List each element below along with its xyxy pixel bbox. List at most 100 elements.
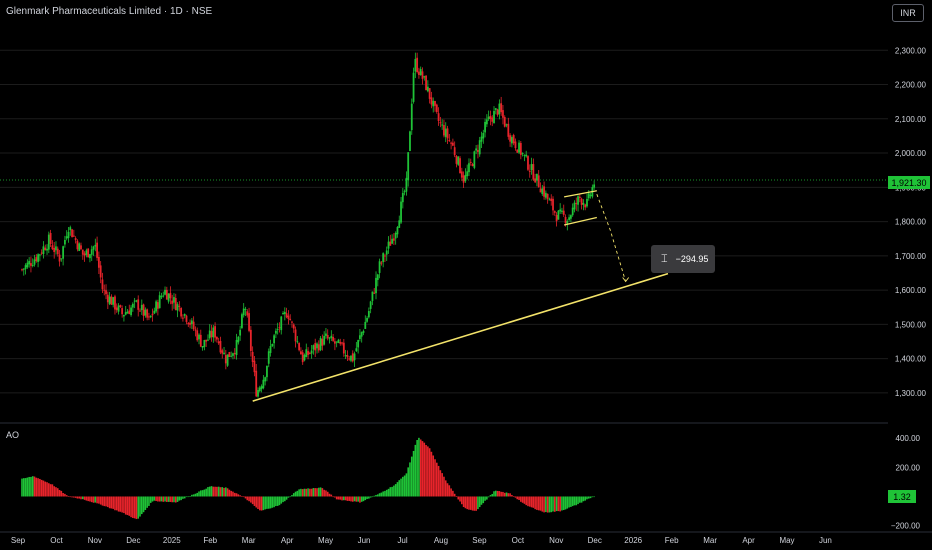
ao-bar bbox=[557, 496, 560, 512]
candle-body bbox=[362, 330, 365, 333]
ao-bar bbox=[541, 496, 544, 512]
candle-body bbox=[566, 221, 569, 225]
ao-bar bbox=[530, 496, 533, 508]
candle-body bbox=[384, 255, 386, 257]
ao-bar bbox=[503, 492, 506, 497]
candle-body bbox=[342, 342, 345, 354]
candle-body bbox=[296, 341, 299, 343]
candle-body bbox=[382, 253, 385, 263]
candle-body bbox=[160, 296, 163, 298]
ao-bar bbox=[300, 488, 302, 497]
candle-body bbox=[446, 128, 449, 139]
ao-bar bbox=[260, 496, 263, 511]
candle-body bbox=[451, 142, 454, 146]
ao-bar bbox=[99, 496, 102, 505]
candle-body bbox=[235, 339, 238, 356]
candle-body bbox=[33, 259, 36, 265]
candle-body bbox=[282, 312, 284, 315]
candle-body bbox=[292, 324, 295, 329]
candle-body bbox=[64, 239, 66, 245]
ao-bar bbox=[455, 496, 458, 497]
currency-button[interactable]: INR bbox=[892, 4, 924, 22]
ao-bar bbox=[575, 496, 578, 506]
candle-body bbox=[580, 198, 583, 205]
ao-bar bbox=[462, 496, 465, 508]
candle-body bbox=[287, 315, 290, 320]
ao-bar bbox=[51, 484, 54, 497]
candle-body bbox=[174, 298, 177, 311]
candle-body bbox=[207, 339, 209, 341]
ao-bar bbox=[31, 476, 34, 497]
ao-bar bbox=[407, 467, 409, 497]
candle-body bbox=[589, 194, 592, 196]
ao-bar bbox=[289, 496, 291, 498]
candle-body bbox=[514, 141, 517, 149]
ao-bar bbox=[391, 486, 393, 497]
candle-body bbox=[505, 124, 508, 126]
candle-body bbox=[269, 346, 272, 353]
ao-bar bbox=[380, 492, 383, 497]
ao-bar bbox=[461, 496, 463, 505]
candle-body bbox=[575, 203, 578, 205]
ao-bar bbox=[65, 495, 68, 497]
ao-bar bbox=[40, 479, 43, 497]
ao-indicator-label[interactable]: AO bbox=[6, 430, 20, 440]
price-axis: 1,300.00 1,400.00 1,500.00 1,600.00 1,700.00… bbox=[895, 46, 927, 398]
ao-bar bbox=[366, 496, 368, 500]
ao-bar bbox=[235, 493, 238, 497]
candle-body bbox=[228, 352, 231, 357]
ao-bar bbox=[312, 488, 315, 497]
ao-bar bbox=[124, 496, 127, 515]
ao-bar bbox=[579, 496, 581, 503]
time-tick-label: Sep bbox=[472, 536, 487, 545]
candle-body bbox=[484, 121, 486, 133]
ao-bar bbox=[437, 465, 440, 497]
candle-body bbox=[491, 117, 494, 122]
candle-body bbox=[351, 353, 354, 362]
candle-body bbox=[380, 262, 383, 264]
ao-bar bbox=[239, 495, 241, 497]
ao-bar bbox=[264, 496, 266, 510]
ao-bar bbox=[491, 493, 494, 497]
candle-body bbox=[316, 343, 318, 349]
candle-body bbox=[348, 358, 351, 360]
candle-body bbox=[257, 390, 259, 397]
ao-bar bbox=[521, 496, 524, 503]
ao-bar bbox=[212, 486, 215, 497]
candle-body bbox=[85, 250, 88, 255]
ao-bar bbox=[244, 496, 247, 499]
candle-body bbox=[232, 353, 234, 356]
candle-body bbox=[578, 196, 581, 198]
time-tick-label: May bbox=[318, 536, 333, 545]
ao-tick-label: −200.00 bbox=[891, 522, 921, 531]
ao-bar bbox=[107, 496, 109, 508]
ao-bar bbox=[71, 496, 73, 498]
candle-body bbox=[169, 292, 172, 299]
ao-bar bbox=[44, 481, 47, 497]
candle-body bbox=[464, 174, 467, 182]
candle-body bbox=[494, 108, 497, 110]
ao-bar bbox=[69, 496, 72, 498]
candle-body bbox=[510, 137, 513, 144]
candle-body bbox=[314, 343, 317, 351]
ao-bar bbox=[554, 496, 556, 512]
candle-body bbox=[99, 265, 102, 278]
candle-body bbox=[260, 386, 263, 390]
ao-bar bbox=[398, 480, 401, 497]
candle-body bbox=[106, 294, 109, 303]
ao-bar bbox=[564, 496, 567, 510]
candle-body bbox=[441, 124, 444, 126]
ao-bar bbox=[196, 492, 199, 497]
ao-bar bbox=[321, 488, 324, 497]
candle-body bbox=[512, 135, 515, 144]
ao-bar bbox=[418, 437, 420, 497]
ao-bar bbox=[546, 496, 549, 513]
ao-bar bbox=[394, 484, 397, 497]
ao-bar bbox=[371, 496, 374, 498]
ao-bar bbox=[166, 496, 168, 502]
price-tick-label: 1,800.00 bbox=[895, 218, 927, 227]
candle-body bbox=[176, 304, 179, 311]
candle-body bbox=[140, 304, 143, 311]
ao-bar bbox=[423, 442, 426, 497]
price-tick-label: 2,200.00 bbox=[895, 81, 927, 90]
